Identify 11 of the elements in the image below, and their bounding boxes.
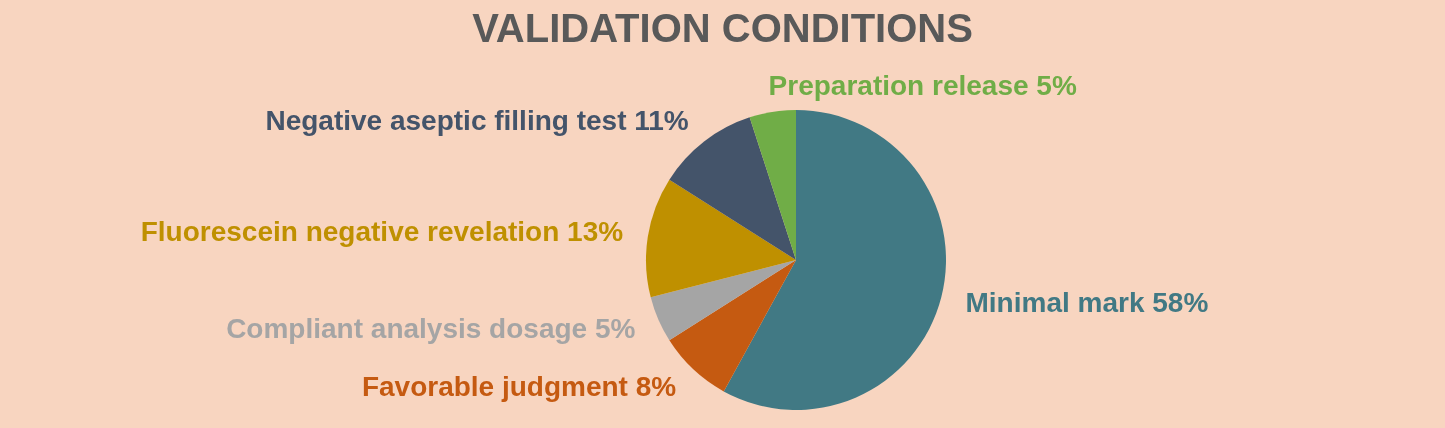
pie-slice [749,110,796,260]
pie-slice [646,179,796,298]
slice-label: Negative aseptic filling test 11% [265,104,689,136]
pie-slice [723,110,946,410]
slice-label: Preparation release 5% [768,70,1077,102]
slice-label: Fluorescein negative revelation 13% [140,215,624,247]
chart-title: VALIDATION CONDITIONS [472,6,973,50]
pie-slice [650,260,796,341]
slice-label: Compliant analysis dosage 5% [226,312,636,344]
slice-label: Favorable judgment 8% [361,370,677,402]
slice-label: Minimal mark 58% [965,286,1209,318]
